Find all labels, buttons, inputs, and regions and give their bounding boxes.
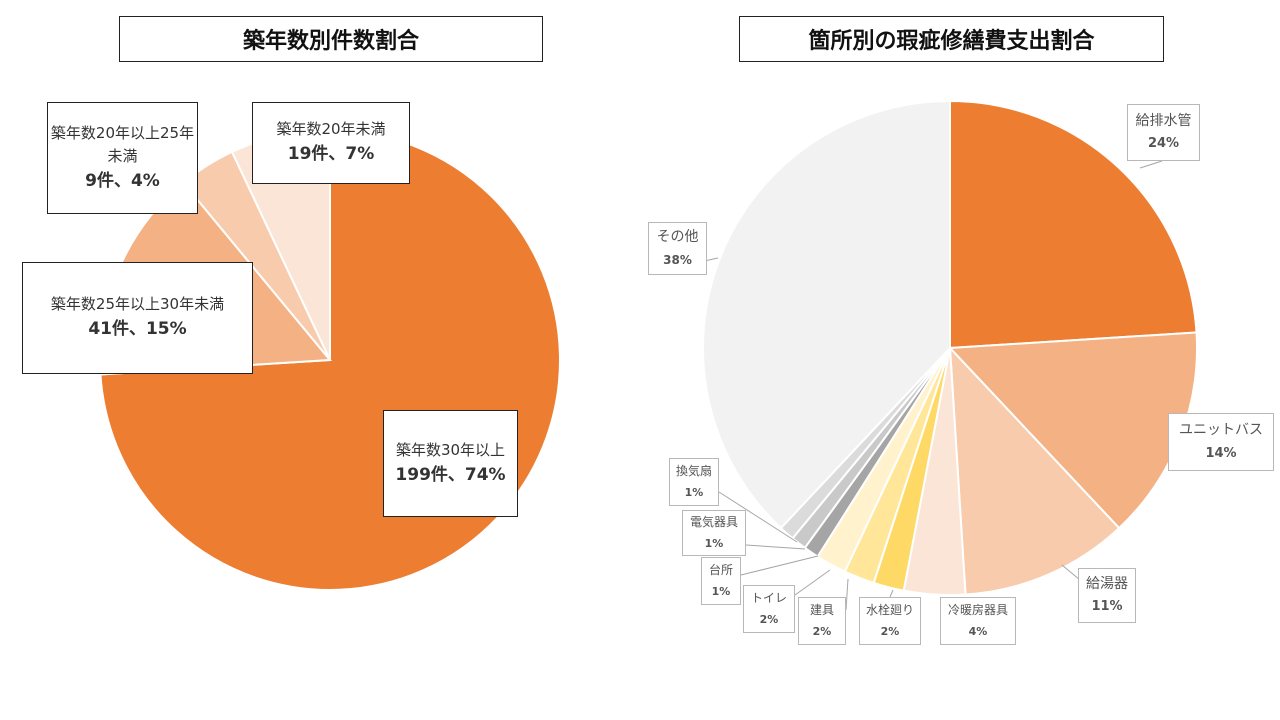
label-age-20-25-name: 築年数20年以上25年未満 [50, 123, 195, 165]
label-ventilation-fan-name: 換気扇 [675, 464, 712, 479]
label-fittings: 建具 2% [798, 597, 846, 645]
label-water-heater-name: 給湯器 [1086, 575, 1128, 592]
repair-slice-10 [702, 99, 951, 530]
leader-line-5 [794, 569, 831, 596]
repair-slice-0 [949, 99, 1198, 350]
label-age-under-20: 築年数20年未満 19件、7% [252, 102, 410, 184]
label-faucet-value: 2% [880, 624, 900, 638]
label-age-25-30: 築年数25年以上30年未満 41件、15% [22, 262, 253, 374]
label-water-heater-value: 11% [1091, 599, 1123, 615]
label-water-heater: 給湯器 11% [1078, 568, 1136, 623]
label-age-30-plus-name: 築年数30年以上 [395, 440, 506, 459]
label-age-under-20-value: 19件、7% [287, 144, 375, 165]
leader-line-0 [1139, 160, 1163, 169]
label-ventilation-fan: 換気扇 1% [669, 458, 719, 506]
label-age-under-20-name: 築年数20年未満 [276, 120, 386, 139]
label-other-value: 38% [663, 253, 692, 268]
label-air-conditioner-value: 4% [968, 624, 988, 638]
leader-line-3 [745, 544, 806, 550]
label-faucet-name: 水栓廻り [865, 603, 914, 618]
label-age-25-30-value: 41件、15% [88, 319, 187, 340]
chart-title-repair-cost: 箇所別の瑕疵修繕費支出割合 [739, 16, 1164, 62]
label-other: その他 38% [648, 222, 707, 275]
leader-line-4 [740, 555, 819, 576]
label-fittings-value: 2% [812, 624, 832, 638]
label-age-20-25-value: 9件、4% [85, 171, 160, 192]
label-electrical-value: 1% [704, 536, 724, 550]
label-electrical: 電気器具 1% [682, 510, 746, 556]
label-pipes-name: 給排水管 [1135, 112, 1192, 129]
label-age-20-25: 築年数20年以上25年未満 9件、4% [47, 102, 198, 214]
label-age-25-30-name: 築年数25年以上30年未満 [50, 295, 225, 314]
label-air-conditioner-name: 冷暖房器具 [947, 603, 1008, 618]
label-electrical-name: 電気器具 [689, 515, 738, 530]
label-age-30-plus-value: 199件、74% [395, 464, 506, 485]
label-unit-bath-name: ユニットバス [1179, 422, 1263, 439]
label-air-conditioner: 冷暖房器具 4% [940, 597, 1016, 645]
label-unit-bath: ユニットバス 14% [1168, 413, 1274, 471]
label-kitchen-value: 1% [711, 584, 731, 598]
leader-line-6 [845, 578, 849, 611]
label-toilet-value: 2% [759, 612, 779, 626]
label-age-30-plus: 築年数30年以上 199件、74% [383, 410, 518, 517]
label-faucet: 水栓廻り 2% [859, 597, 921, 645]
label-toilet: トイレ 2% [743, 585, 795, 633]
label-pipes-value: 24% [1147, 136, 1180, 152]
chart-title-building-age: 築年数別件数割合 [119, 16, 543, 62]
repair-slice-2 [948, 345, 1121, 596]
label-pipes: 給排水管 24% [1127, 104, 1200, 161]
label-kitchen-name: 台所 [708, 563, 733, 578]
label-other-name: その他 [656, 229, 699, 246]
repair-pie [702, 99, 1198, 596]
label-toilet-name: トイレ [750, 591, 787, 606]
leader-line-7 [889, 589, 894, 598]
label-kitchen: 台所 1% [701, 557, 741, 605]
label-unit-bath-value: 14% [1205, 445, 1237, 461]
label-fittings-name: 建具 [809, 603, 834, 618]
label-ventilation-fan-value: 1% [684, 485, 704, 499]
leader-line-2 [718, 491, 798, 543]
leader-line-1 [1061, 564, 1081, 581]
